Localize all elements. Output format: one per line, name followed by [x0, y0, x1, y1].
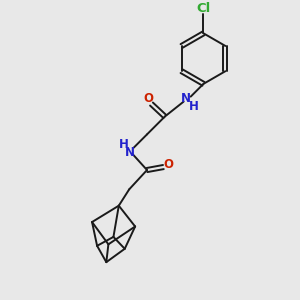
- Text: H: H: [189, 100, 199, 113]
- Text: N: N: [125, 146, 135, 159]
- Text: Cl: Cl: [196, 2, 211, 15]
- Text: N: N: [181, 92, 191, 105]
- Text: O: O: [143, 92, 153, 105]
- Text: H: H: [119, 138, 129, 151]
- Text: O: O: [164, 158, 174, 171]
